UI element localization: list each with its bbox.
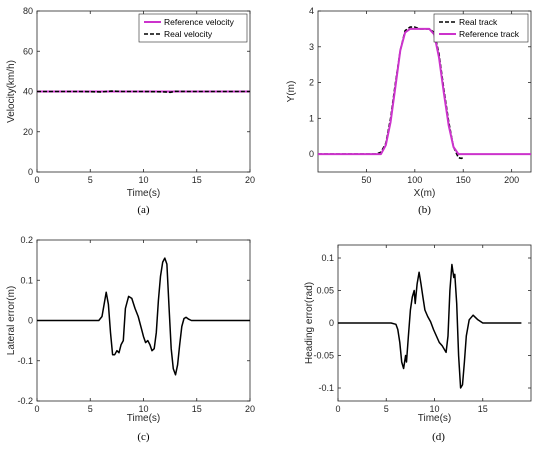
legend-entry-label: Reference velocity xyxy=(164,17,235,27)
x-axis-label: Time(s) xyxy=(127,413,161,424)
x-tick-label: 5 xyxy=(88,404,93,414)
y-tick-label: 4 xyxy=(309,6,314,16)
series-line-error xyxy=(338,263,522,389)
y-axis-label: Velocity(km/h) xyxy=(6,60,17,123)
legend-entry-label: Real track xyxy=(459,17,498,27)
x-tick-label: 50 xyxy=(361,175,371,185)
x-tick-label: 15 xyxy=(192,404,202,414)
y-tick-label: -0.1 xyxy=(17,356,33,366)
x-tick-label: 20 xyxy=(245,404,255,414)
y-tick-label: 3 xyxy=(309,42,314,52)
x-tick-label: 15 xyxy=(192,175,202,185)
x-tick-label: 0 xyxy=(335,404,340,414)
legend-entry-label: Reference track xyxy=(459,29,520,39)
x-tick-label: 150 xyxy=(456,175,471,185)
y-tick-label: 60 xyxy=(23,46,33,56)
y-tick-label: 80 xyxy=(23,6,33,16)
x-tick-label: 15 xyxy=(478,404,488,414)
x-tick-label: 100 xyxy=(407,175,422,185)
chart-panel-c: 0 5 10 15 20 -0.2 -0.1 0 0.1 0.2 Time(s) Lateral er… xyxy=(6,235,255,443)
y-tick-label: 0 xyxy=(28,316,33,326)
y-tick-label: 0.2 xyxy=(20,235,33,245)
x-tick-label: 10 xyxy=(429,404,439,414)
x-tick-label: 5 xyxy=(88,175,93,185)
y-tick-label: 0 xyxy=(28,167,33,177)
x-axis-label: X(m) xyxy=(414,188,436,199)
y-tick-label: -0.1 xyxy=(318,383,334,393)
y-tick-label: -0.05 xyxy=(313,351,334,361)
chart-panel-d: 0 5 10 15 -0.1 -0.05 0 0.05 0.1 Time(s) Heading er… xyxy=(304,244,532,443)
panel-caption: (c) xyxy=(137,431,150,443)
y-axis-label: Lateral error(m) xyxy=(6,286,17,355)
y-tick-label: 1 xyxy=(309,113,314,123)
panel-caption: (a) xyxy=(137,204,150,216)
x-tick-label: 10 xyxy=(138,175,148,185)
x-tick-label: 5 xyxy=(384,404,389,414)
y-axis-label: Heading error(rad) xyxy=(304,282,315,364)
x-tick-label: 10 xyxy=(138,404,148,414)
y-tick-label: 0.1 xyxy=(20,275,33,285)
legend: Reference velocity Real velocity xyxy=(138,13,248,43)
series-line-real-velocity xyxy=(37,90,250,94)
chart-panel-b: 50 100 150 200 0 1 2 3 4 X(m) Y(m) (b) Real track Ref… xyxy=(286,6,532,216)
y-tick-label: 0.1 xyxy=(321,253,334,263)
series-line-error xyxy=(37,257,250,376)
x-tick-label: 0 xyxy=(34,404,39,414)
y-tick-label: 20 xyxy=(23,127,33,137)
y-tick-label: 40 xyxy=(23,87,33,97)
legend-box xyxy=(138,13,248,43)
y-tick-label: 2 xyxy=(309,78,314,88)
x-axis-label: Time(s) xyxy=(127,188,161,199)
panel-caption: (b) xyxy=(418,204,431,216)
series-line-reference-track xyxy=(318,27,531,156)
legend-box xyxy=(433,13,529,43)
x-tick-label: 20 xyxy=(245,175,255,185)
y-tick-label: -0.2 xyxy=(17,396,33,406)
legend: Real track Reference track xyxy=(433,13,529,43)
y-axis-label: Y(m) xyxy=(286,81,297,103)
y-tick-label: 0.05 xyxy=(316,286,334,296)
panel-caption: (d) xyxy=(432,431,445,443)
chart-panel-a: 0 5 10 15 20 0 20 40 60 80 Time(s) Velocity(km/h) (a… xyxy=(6,6,255,216)
x-tick-label: 0 xyxy=(34,175,39,185)
y-tick-label: 0 xyxy=(309,149,314,159)
x-axis-label: Time(s) xyxy=(418,413,452,424)
y-tick-label: 0 xyxy=(329,318,334,328)
x-tick-label: 200 xyxy=(504,175,519,185)
legend-entry-label: Real velocity xyxy=(164,29,213,39)
